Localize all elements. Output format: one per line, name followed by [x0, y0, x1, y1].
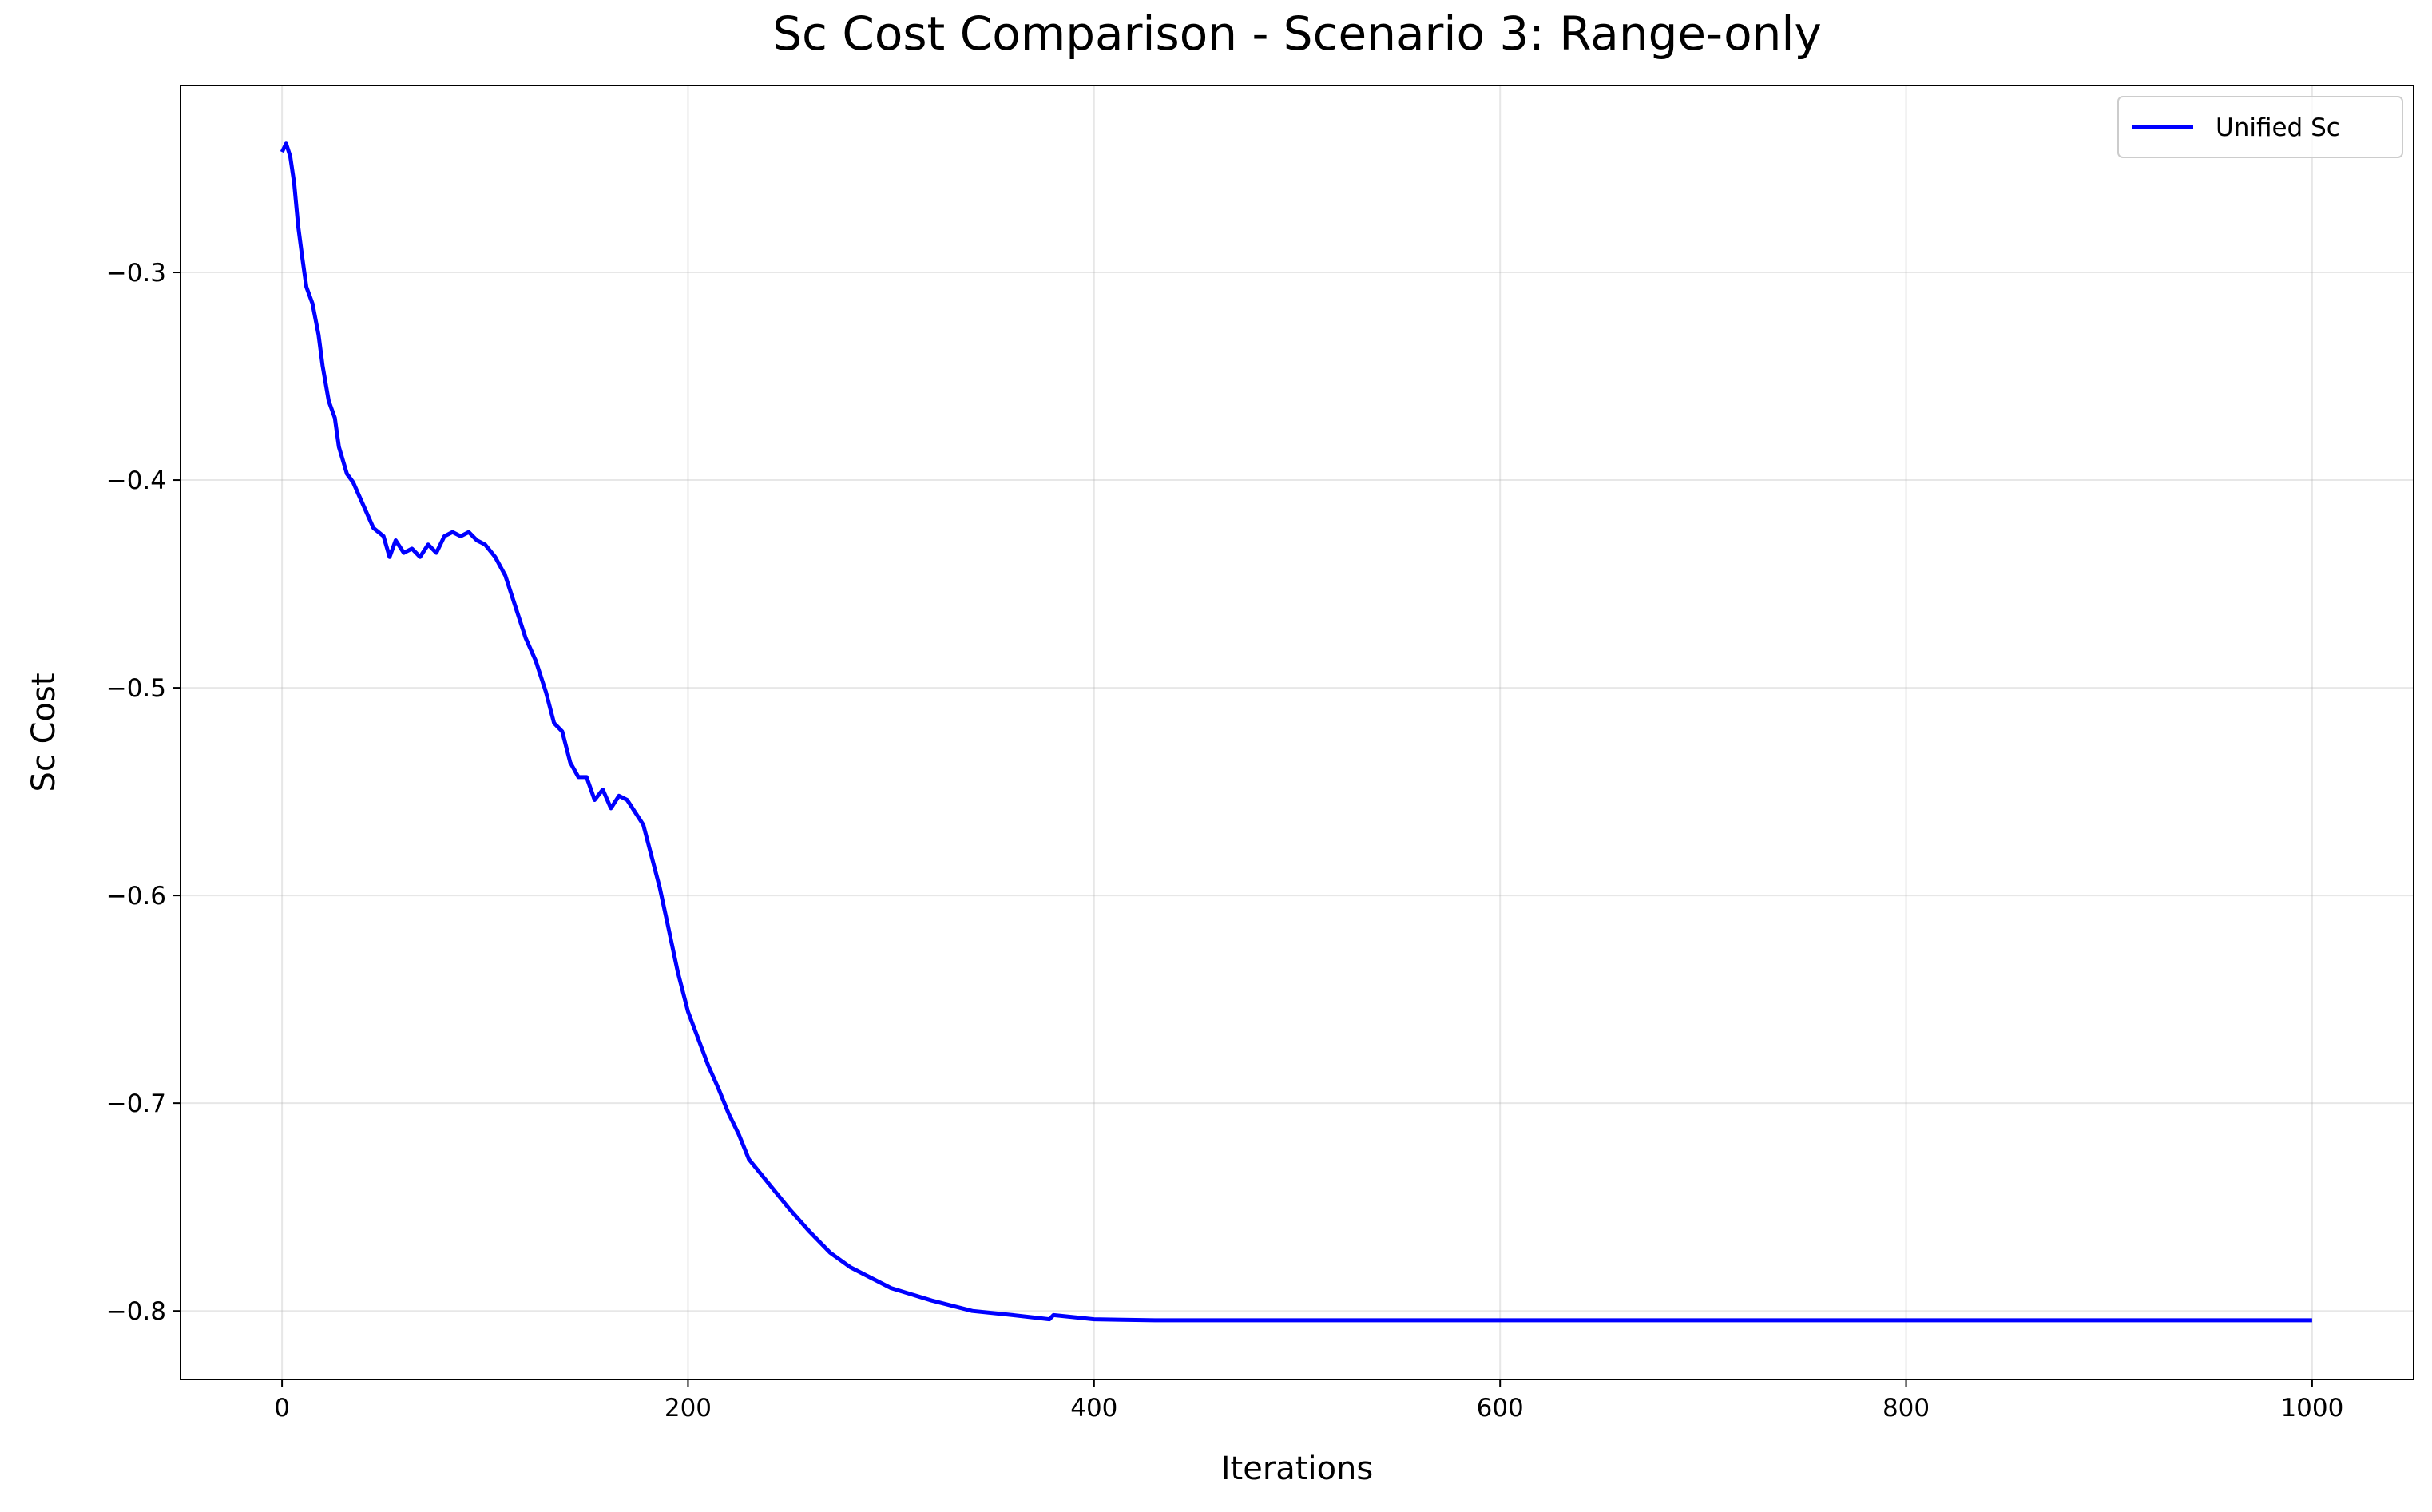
y-tick-label: −0.6 [106, 882, 166, 911]
y-tick-label: −0.8 [106, 1297, 166, 1326]
y-tick-label: −0.3 [106, 259, 166, 288]
y-tick-label: −0.5 [106, 674, 166, 703]
x-tick-label: 800 [1883, 1394, 1930, 1423]
x-tick-label: 200 [665, 1394, 712, 1423]
x-tick-label: 600 [1477, 1394, 1524, 1423]
y-axis-label: Sc Cost [26, 673, 62, 792]
x-tick-label: 400 [1070, 1394, 1117, 1423]
chart-title: Sc Cost Comparison - Scenario 3: Range-o… [772, 6, 1822, 61]
legend-label: Unified Sc [2216, 113, 2340, 142]
y-tick-label: −0.4 [106, 466, 166, 495]
x-tick-label: 0 [274, 1394, 290, 1423]
x-tick-label: 1000 [2280, 1394, 2343, 1423]
legend-box [2117, 96, 2403, 158]
data-line [280, 141, 2312, 1323]
y-tick-label: −0.7 [106, 1089, 166, 1118]
x-axis-label: Iterations [1221, 1450, 1374, 1487]
plot-frame [180, 85, 2414, 1380]
